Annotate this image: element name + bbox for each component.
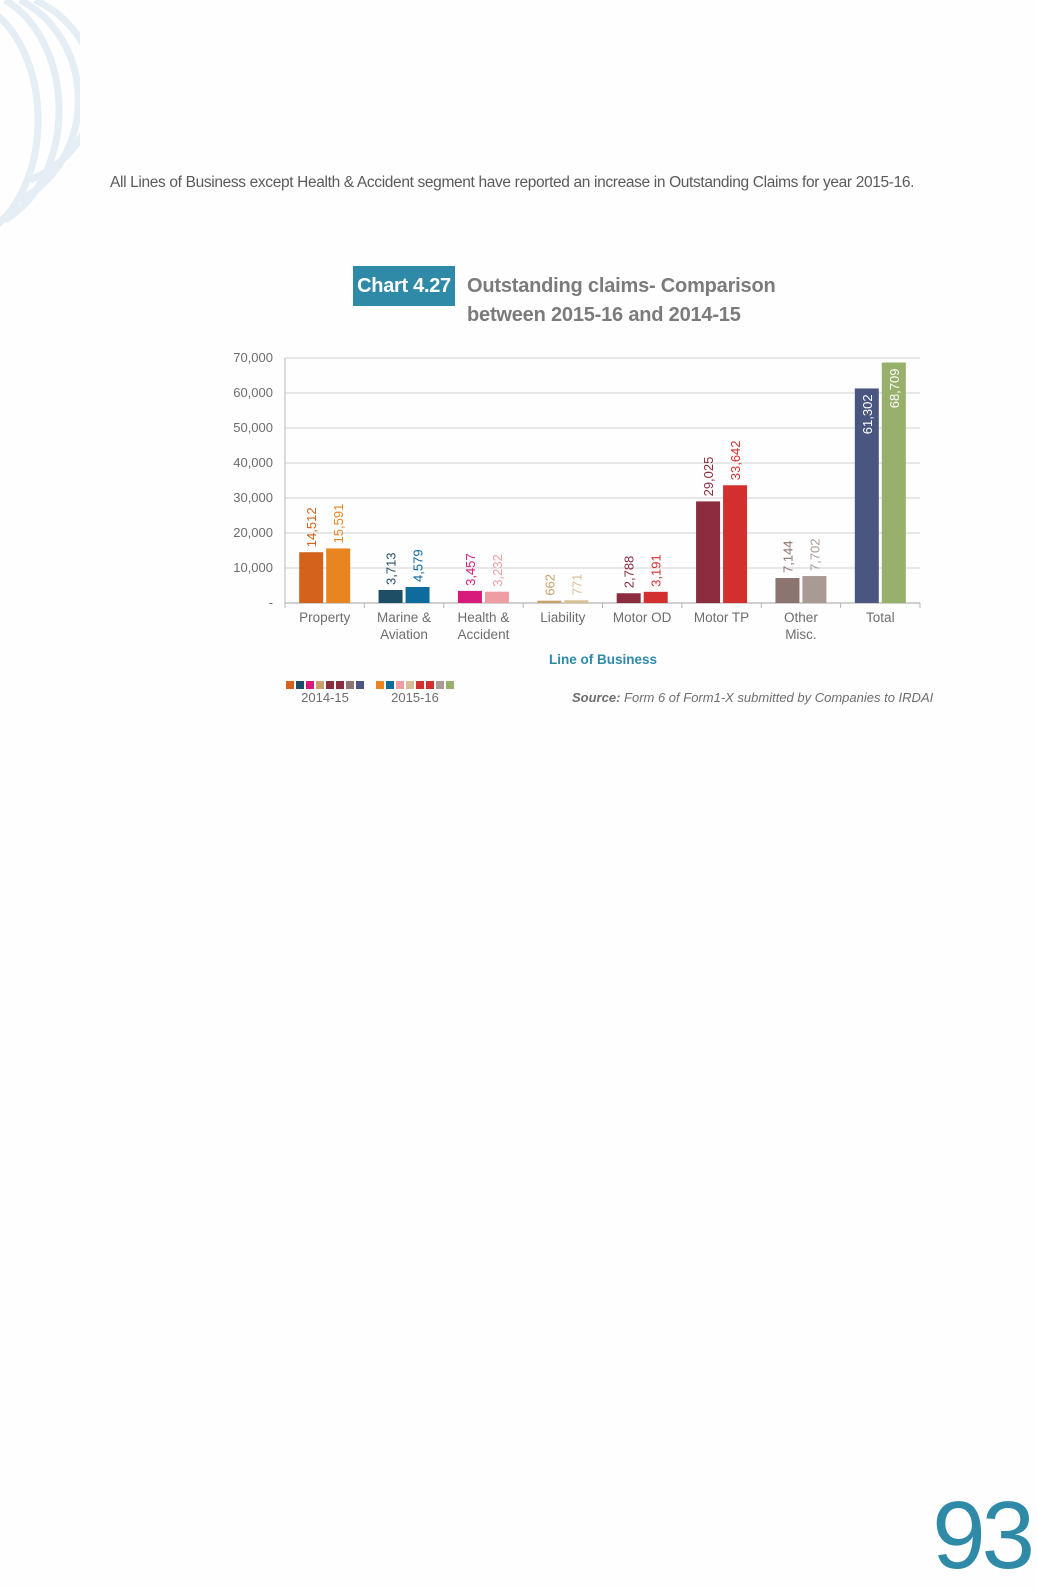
data-label: 68,709 — [887, 369, 902, 409]
source-note: Source: Form 6 of Form1-X submitted by C… — [572, 690, 933, 705]
bar — [881, 362, 906, 603]
x-tick-label: Misc. — [785, 627, 817, 642]
y-tick-label: 50,000 — [233, 420, 273, 435]
legend-swatch — [286, 681, 294, 689]
data-label: 14,512 — [304, 507, 319, 547]
legend-swatch — [326, 681, 334, 689]
bar — [802, 576, 827, 603]
data-label: 3,713 — [384, 552, 399, 585]
y-tick-label: - — [269, 595, 273, 610]
legend-swatch — [386, 681, 394, 689]
source-label: Source: — [572, 690, 621, 705]
bar — [299, 552, 324, 603]
legend-swatch — [426, 681, 434, 689]
legend-swatch — [446, 681, 454, 689]
y-tick-label: 20,000 — [233, 525, 273, 540]
data-label: 61,302 — [860, 394, 875, 434]
data-label: 3,457 — [463, 553, 478, 586]
bar — [723, 485, 748, 603]
x-tick-label: Motor OD — [613, 610, 672, 625]
x-tick-label: Health & — [458, 610, 510, 625]
y-tick-label: 40,000 — [233, 455, 273, 470]
legend-swatches-2015-16 — [376, 681, 454, 689]
bar — [405, 586, 430, 603]
bar — [643, 591, 668, 603]
y-tick-label: 60,000 — [233, 385, 273, 400]
legend-swatches-2014-15 — [286, 681, 364, 689]
chart-title: Outstanding claims- Comparison between 2… — [467, 272, 827, 330]
bar — [378, 590, 403, 603]
chart-title-line-1: Outstanding claims- Comparison — [467, 275, 776, 297]
legend-swatch — [306, 681, 314, 689]
y-tick-label: 30,000 — [233, 490, 273, 505]
data-label: 15,591 — [331, 504, 346, 544]
legend-swatch — [336, 681, 344, 689]
decorative-arcs — [0, 0, 80, 227]
bar — [854, 388, 879, 603]
data-label: 771 — [569, 574, 584, 596]
intro-paragraph: All Lines of Business except Health & Ac… — [110, 174, 915, 191]
bar — [696, 501, 721, 603]
legend-swatch — [356, 681, 364, 689]
data-label: 29,025 — [701, 457, 716, 497]
x-tick-label: Liability — [540, 610, 585, 625]
y-tick-label: 70,000 — [233, 350, 273, 365]
x-tick-label: Accident — [458, 627, 510, 642]
bar — [457, 590, 482, 603]
legend-swatch — [346, 681, 354, 689]
legend-swatch — [436, 681, 444, 689]
bar — [616, 593, 641, 603]
x-tick-label: Total — [866, 610, 895, 625]
x-axis-title: Line of Business — [549, 652, 657, 667]
legend-label-2014-15: 2014-15 — [301, 690, 349, 705]
x-tick-label: Marine & — [377, 610, 431, 625]
x-tick-label: Other — [784, 610, 818, 625]
legend-swatch — [376, 681, 384, 689]
legend-swatch — [416, 681, 424, 689]
bar — [484, 591, 509, 603]
x-tick-label: Property — [299, 610, 350, 625]
bar-chart: - 10,000 20,000 30,000 40,000 50,000 60,000 70,… — [233, 350, 921, 667]
x-tick-label: Motor TP — [694, 610, 749, 625]
legend-label-2015-16: 2015-16 — [391, 690, 439, 705]
data-label: 4,579 — [411, 549, 426, 582]
bar — [775, 577, 800, 603]
bar — [326, 548, 351, 603]
bar — [564, 600, 589, 603]
source-text: Form 6 of Form1-X submitted by Companies… — [620, 690, 934, 705]
data-label: 7,144 — [780, 540, 795, 573]
data-label: 3,191 — [649, 554, 664, 587]
x-tick-label: Aviation — [380, 627, 428, 642]
legend-swatch — [296, 681, 304, 689]
legend-item-2015-16: 2015-16 — [376, 681, 454, 705]
data-label: 3,232 — [490, 554, 505, 587]
data-label: 33,642 — [728, 440, 743, 480]
data-label: 2,788 — [622, 556, 637, 589]
legend-swatch — [406, 681, 414, 689]
page-number: 93 — [932, 1482, 1035, 1589]
legend-swatch — [396, 681, 404, 689]
bar — [537, 600, 562, 603]
legend-item-2014-15: 2014-15 — [286, 681, 364, 705]
y-tick-label: 10,000 — [233, 560, 273, 575]
data-label: 7,702 — [807, 538, 822, 571]
chart-number-badge: Chart 4.27 — [353, 266, 455, 306]
data-label: 662 — [542, 574, 557, 596]
chart-title-line-2: between 2015-16 and 2014-15 — [467, 304, 741, 326]
legend-swatch — [316, 681, 324, 689]
